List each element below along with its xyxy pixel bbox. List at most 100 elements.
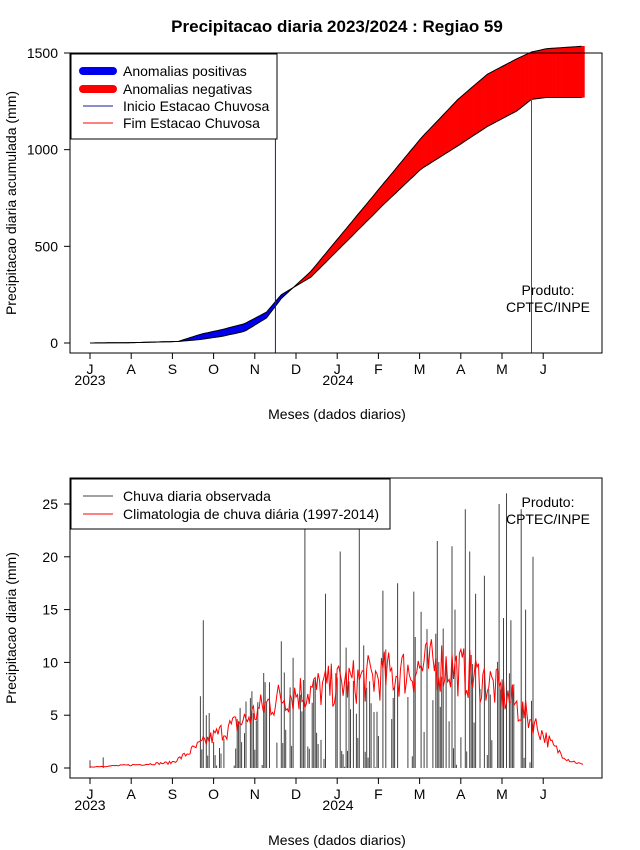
negative-anomaly-segment	[413, 142, 417, 177]
negative-anomaly-segment	[492, 69, 497, 124]
negative-anomaly-segment	[460, 93, 465, 145]
negative-anomaly-segment	[534, 50, 538, 100]
y-tick-label: 1000	[27, 142, 58, 158]
x-axis-label-top: Meses (dados diarios)	[268, 406, 406, 422]
legend-bottom: Chuva diaria observada Climatologia de c…	[70, 478, 391, 530]
x-tick-label: F	[374, 786, 383, 802]
legend-entry-observed: Chuva diaria observada	[123, 488, 271, 504]
cumulative-precipitation-chart: Precipitacao diaria 2023/2024 : Regiao 5…	[3, 17, 603, 422]
x-tick-label: M	[496, 361, 508, 377]
negative-anomaly-segment	[540, 49, 544, 99]
negative-anomaly-segment	[504, 63, 509, 118]
negative-anomaly-segment	[513, 58, 518, 113]
x-tick-label: D	[291, 361, 301, 377]
negative-anomaly-segment	[440, 114, 444, 158]
y-tick-label: 5	[50, 707, 58, 723]
year-label-2024-bottom: 2024	[322, 797, 353, 813]
negative-anomaly-segment	[457, 96, 462, 147]
negative-anomaly-segment	[490, 70, 494, 126]
negative-anomaly-segment	[395, 164, 400, 194]
negative-anomaly-segment	[557, 47, 562, 98]
legend-entry-end: Fim Estacao Chuvosa	[123, 115, 260, 131]
negative-anomaly-segment	[481, 76, 485, 131]
negative-anomaly-segment	[419, 135, 423, 171]
positive-anomaly-segment	[233, 325, 238, 334]
chart-title: Precipitacao diaria 2023/2024 : Regiao 5…	[171, 17, 503, 36]
x-tick-label: O	[208, 786, 219, 802]
x-tick-label: F	[374, 361, 383, 377]
year-label-2024: 2024	[322, 372, 353, 388]
negative-anomaly-segment	[442, 111, 447, 156]
x-tick-label: D	[291, 786, 301, 802]
climatology-daily-line	[89, 639, 584, 768]
negative-anomaly-segment	[434, 120, 438, 162]
x-tick-label: J	[540, 786, 547, 802]
x-tick-label: J	[87, 786, 94, 802]
negative-anomaly-segment	[522, 54, 526, 107]
negative-anomaly-segment	[507, 61, 512, 117]
negative-anomaly-segment	[543, 48, 547, 99]
negative-anomaly-segment	[428, 126, 432, 165]
daily-plot-area	[89, 493, 584, 768]
negative-anomaly-segment	[407, 149, 412, 183]
negative-anomaly-segment	[510, 59, 515, 115]
negative-anomaly-segment	[425, 129, 429, 167]
year-label-2023-bottom: 2023	[74, 797, 105, 813]
negative-anomaly-segment	[416, 139, 420, 174]
x-tick-label: A	[456, 361, 466, 377]
negative-anomaly-segment	[581, 45, 585, 98]
climatology-cumulative-line	[90, 45, 582, 344]
negative-anomaly-segment	[466, 88, 470, 141]
negative-anomaly-segment	[495, 67, 500, 123]
legend-box	[70, 478, 391, 530]
negative-anomaly-segment	[448, 104, 453, 152]
y-axis-bottom: 0 5 10 15 20 25	[42, 496, 71, 776]
negative-anomaly-segment	[404, 153, 409, 185]
y-tick-label: 0	[50, 335, 58, 351]
negative-anomaly-segment	[478, 78, 482, 133]
negative-anomaly-segment	[389, 171, 394, 199]
x-tick-label: O	[208, 361, 219, 377]
negative-anomaly-segment	[525, 52, 529, 105]
negative-anomaly-segment	[398, 160, 403, 191]
y-tick-label: 25	[42, 496, 58, 512]
negative-anomaly-segment	[463, 91, 467, 143]
legend-entry-negative: Anomalias negativas	[123, 81, 252, 97]
year-label-2023: 2023	[74, 372, 105, 388]
negative-anomaly-segment	[487, 72, 491, 127]
legend-entry-climatology: Climatologia de chuva diária (1997-2014)	[123, 506, 379, 522]
y-tick-label: 1500	[27, 45, 58, 61]
x-axis-label-bottom: Meses (dados diarios)	[268, 832, 406, 848]
negative-anomaly-segment	[548, 48, 553, 98]
negative-anomaly-segment	[469, 86, 473, 139]
y-axis-label-bottom: Precipitacao diaria (mm)	[3, 552, 19, 704]
negative-anomaly-segment	[563, 47, 568, 98]
x-tick-label: N	[250, 786, 260, 802]
negative-anomaly-segment	[454, 98, 459, 149]
positive-anomaly-segment	[228, 326, 232, 336]
daily-precipitation-chart: J A S O N D J F M A M J 0 5 10 15 20 25 2023 2024 Meses …	[3, 477, 603, 848]
negative-anomaly-segment	[445, 108, 450, 154]
x-tick-label: J	[540, 361, 547, 377]
negative-anomaly-segment	[401, 156, 406, 188]
negative-anomaly-segment	[537, 49, 541, 99]
positive-anomaly-segment	[239, 323, 244, 333]
x-tick-label: A	[127, 361, 137, 377]
x-tick-label: M	[496, 786, 508, 802]
cumulative-plot-area	[89, 45, 585, 344]
negative-anomaly-segment	[572, 46, 576, 98]
x-tick-label: N	[250, 361, 260, 377]
x-tick-label: J	[334, 786, 341, 802]
annotation-produto-top: Produto:	[522, 282, 575, 298]
legend-entry-start: Inicio Estacao Chuvosa	[123, 98, 270, 114]
y-tick-label: 20	[42, 549, 58, 565]
negative-anomaly-segment	[516, 57, 520, 112]
negative-anomaly-segment	[501, 64, 506, 120]
negative-anomaly-segment	[566, 46, 571, 98]
negative-anomaly-segment	[484, 73, 488, 129]
y-axis-label-top: Precipitacao diaria acumulada (mm)	[3, 91, 19, 315]
y-tick-label: 0	[50, 760, 58, 776]
